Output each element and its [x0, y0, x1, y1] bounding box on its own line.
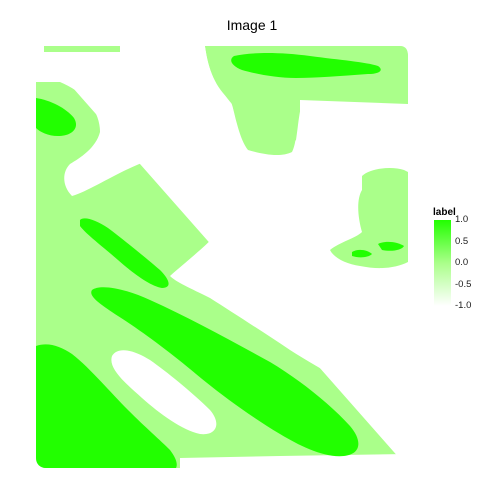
- chart-title: Image 1: [226, 17, 278, 33]
- region-high-left-small: [36, 98, 77, 136]
- region-high-bottom-left: [36, 344, 177, 468]
- region-low-oval: [111, 350, 217, 435]
- region-high-right-island-1: [352, 249, 372, 258]
- region-low-top-right: [36, 46, 250, 196]
- legend-tick-label: -0.5: [455, 278, 472, 290]
- region-low-right: [170, 146, 408, 402]
- region-low-upper-band: [300, 100, 408, 250]
- region-high-right-island-2: [378, 241, 404, 251]
- heatmap-regions: [36, 46, 408, 468]
- region-low-bottom-strip: [180, 454, 408, 468]
- legend-tick-label: 0.5: [455, 235, 469, 247]
- legend-tick-label: -1.0: [455, 300, 472, 311]
- legend-tick-label: 0.0: [455, 257, 469, 268]
- region-mid-top-left-strip: [44, 46, 120, 52]
- legend-tick-label: 1.0: [455, 214, 469, 225]
- legend-title: label: [433, 207, 456, 218]
- region-high-diag-upper: [80, 218, 169, 288]
- region-high-top-band-3: [231, 53, 381, 78]
- region-high-diag-main: [91, 287, 359, 457]
- legend-colorbar: [434, 220, 451, 306]
